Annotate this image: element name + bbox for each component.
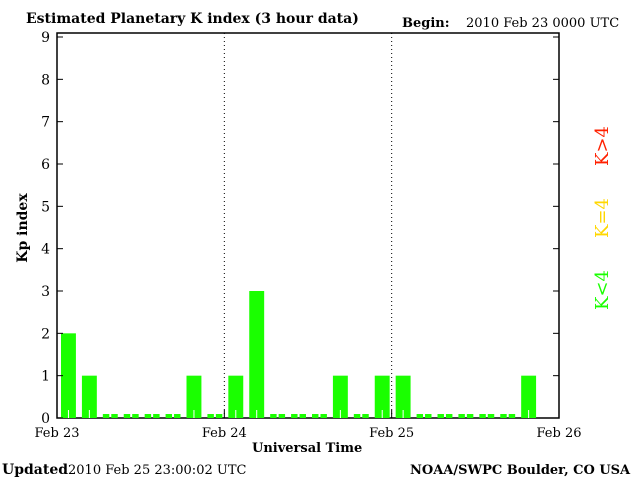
bar-zero (174, 414, 181, 418)
updated-label: Updated (2, 462, 68, 478)
legend-item: K=4 (592, 198, 613, 238)
x-tick-label: Feb 25 (369, 426, 414, 441)
chart-title: Estimated Planetary K index (3 hour data… (26, 11, 359, 27)
bar-zero (437, 414, 444, 418)
y-tick-label: 4 (41, 242, 50, 258)
legend-item: K>4 (592, 126, 613, 166)
legend-item: K<4 (592, 270, 613, 310)
bar (374, 375, 390, 418)
plot-frame (56, 32, 560, 419)
bar (228, 375, 244, 418)
bar (332, 375, 348, 418)
bar-zero (508, 414, 516, 418)
bar-zero (500, 414, 507, 418)
x-tick-label: Feb 26 (537, 426, 582, 441)
bar-zero (320, 414, 327, 418)
bar (81, 375, 97, 418)
bar (61, 333, 76, 418)
bar-zero (487, 414, 495, 418)
bar (249, 291, 265, 418)
y-tick-label: 6 (41, 157, 50, 173)
y-tick-label: 3 (41, 284, 50, 300)
bar-zero (445, 414, 453, 418)
bar-zero (165, 414, 173, 418)
bar-zero (458, 414, 465, 418)
y-tick-label: 0 (41, 411, 50, 427)
source-label: NOAA/SWPC Boulder, CO USA (410, 463, 631, 478)
bar-zero (362, 414, 369, 418)
y-tick-label: 8 (41, 72, 50, 88)
begin-value: 2010 Feb 23 0000 UTC (466, 16, 619, 31)
y-tick-label: 2 (41, 326, 50, 342)
y-axis-label: Kp index (15, 193, 31, 263)
bar-zero (312, 414, 319, 418)
y-tick-label: 5 (41, 199, 50, 215)
bar-zero (425, 414, 432, 418)
y-tick-label: 1 (41, 369, 50, 385)
bar-zero (207, 414, 214, 418)
x-tick-label: Feb 24 (202, 426, 247, 441)
bar (186, 375, 202, 418)
bar-zero (466, 414, 474, 418)
bar-zero (270, 414, 277, 418)
bar-zero (479, 414, 486, 418)
y-tick-label: 7 (41, 115, 50, 131)
bar-zero (144, 414, 152, 418)
x-tick-label: Feb 23 (35, 426, 80, 441)
bar-zero (299, 414, 306, 418)
bar-zero (153, 414, 160, 418)
y-tick-label: 9 (41, 30, 50, 46)
bar-zero (215, 414, 223, 418)
updated-value: 2010 Feb 25 23:00:02 UTC (68, 463, 246, 478)
bar-zero (416, 414, 424, 418)
x-axis-label: Universal Time (252, 441, 362, 456)
bar (521, 375, 537, 418)
bar-zero (111, 414, 118, 418)
bar-zero (291, 414, 298, 418)
bar (395, 375, 411, 418)
bar-zero (123, 414, 131, 418)
bar-zero (278, 414, 286, 418)
begin-label: Begin: (402, 16, 450, 31)
bar-zero (102, 414, 110, 418)
bar-zero (353, 414, 361, 418)
bar-zero (132, 414, 139, 418)
